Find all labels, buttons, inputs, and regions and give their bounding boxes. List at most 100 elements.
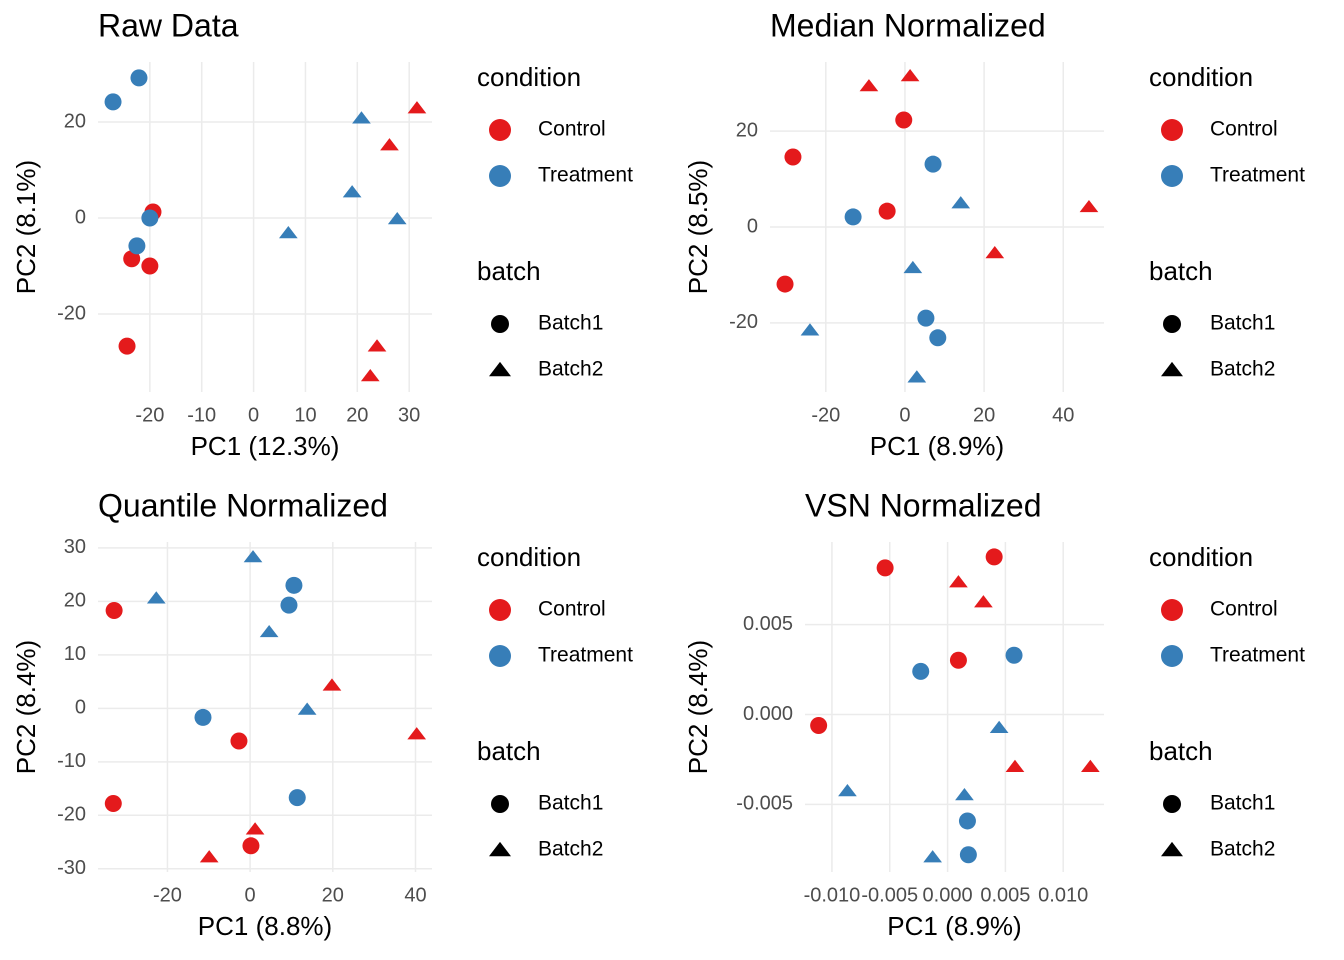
point — [380, 138, 399, 151]
y-tick-label: 0 — [75, 206, 86, 228]
y-tick-label: 0 — [75, 697, 86, 719]
legend-label: Control — [1210, 598, 1278, 621]
point — [322, 678, 342, 691]
point — [974, 595, 993, 608]
legend-key — [491, 315, 509, 333]
y-tick-label: 10 — [64, 643, 86, 665]
point — [949, 651, 967, 669]
point — [278, 225, 298, 239]
point — [800, 323, 820, 336]
x-axis-label: PC1 (12.3%) — [191, 431, 340, 461]
x-tick-label: 20 — [322, 884, 344, 906]
point — [141, 209, 159, 227]
legend-title: condition — [1149, 62, 1253, 92]
legend-title: batch — [1149, 736, 1213, 766]
y-tick-label: 0.000 — [743, 703, 793, 725]
y-tick-label: -30 — [57, 857, 86, 879]
point — [123, 250, 141, 268]
x-tick-label: 40 — [1052, 404, 1074, 426]
point — [242, 837, 260, 855]
point — [130, 69, 148, 87]
point — [985, 548, 1003, 566]
x-axis-label: PC1 (8.9%) — [870, 431, 1004, 461]
legend-title: batch — [477, 736, 541, 766]
point — [923, 850, 942, 863]
legend-key — [1163, 795, 1181, 813]
point — [985, 245, 1005, 259]
legend-label: Treatment — [538, 164, 633, 187]
y-tick-label: 0.005 — [743, 613, 793, 635]
x-axis-label: PC1 (8.9%) — [887, 911, 1021, 941]
legend-key — [1161, 165, 1183, 187]
legend-key — [491, 795, 509, 813]
chart-title: Median Normalized — [770, 7, 1046, 43]
point — [104, 93, 122, 111]
point — [199, 850, 219, 863]
x-tick-label: 10 — [294, 404, 316, 426]
point — [810, 717, 828, 735]
legend-key — [489, 361, 511, 377]
point — [230, 732, 248, 750]
point — [949, 575, 968, 588]
point — [245, 822, 265, 835]
y-tick-label: 20 — [64, 590, 86, 612]
point — [407, 727, 427, 740]
legend-title: condition — [477, 542, 581, 572]
chart-title: VSN Normalized — [805, 487, 1042, 523]
y-tick-label: 30 — [64, 536, 86, 558]
legend-label: Batch2 — [1210, 838, 1275, 861]
x-tick-label: -20 — [811, 404, 840, 426]
point — [959, 846, 977, 864]
legend-key — [1161, 599, 1183, 621]
chart-title: Quantile Normalized — [98, 487, 388, 523]
legend-title: condition — [1149, 542, 1253, 572]
legend-label: Batch2 — [538, 358, 603, 381]
legend-label: Control — [538, 598, 606, 621]
x-tick-label: 20 — [973, 404, 995, 426]
point — [1005, 759, 1025, 772]
x-tick-label: 0 — [245, 884, 256, 906]
point — [1079, 199, 1099, 213]
x-tick-label: -20 — [153, 884, 182, 906]
point — [895, 111, 913, 129]
point — [1081, 759, 1100, 772]
point — [1005, 646, 1023, 664]
legend-label: Batch1 — [538, 312, 603, 335]
point — [297, 702, 317, 715]
point — [194, 708, 212, 726]
point — [407, 101, 427, 114]
point — [259, 624, 279, 638]
point — [128, 237, 146, 255]
point — [118, 337, 136, 355]
legend-label: Batch2 — [538, 838, 603, 861]
point — [929, 329, 947, 347]
x-tick-label: 20 — [346, 404, 368, 426]
y-tick-label: -0.005 — [736, 793, 793, 815]
y-axis-label: PC2 (8.4%) — [11, 640, 41, 774]
point — [367, 339, 387, 352]
x-tick-label: -20 — [135, 404, 164, 426]
point — [924, 155, 942, 173]
legend-label: Batch1 — [538, 792, 603, 815]
legend-key — [1161, 119, 1183, 141]
point — [958, 812, 976, 830]
legend-key — [489, 841, 511, 857]
point — [907, 370, 927, 383]
point — [859, 79, 879, 92]
x-tick-label: 40 — [404, 884, 426, 906]
chart-title: Raw Data — [98, 7, 239, 43]
legend-key — [489, 645, 511, 667]
x-tick-label: -0.005 — [861, 884, 918, 906]
legend-key — [1161, 361, 1183, 377]
legend-key — [489, 165, 511, 187]
y-tick-label: 0 — [747, 215, 758, 237]
legend-label: Batch1 — [1210, 312, 1275, 335]
y-tick-label: 20 — [64, 110, 86, 132]
point — [878, 202, 896, 220]
point — [360, 369, 380, 382]
legend-key — [1161, 841, 1183, 857]
point — [387, 212, 407, 225]
legend-title: batch — [1149, 256, 1213, 286]
legend-label: Control — [538, 118, 606, 141]
point — [912, 662, 930, 680]
